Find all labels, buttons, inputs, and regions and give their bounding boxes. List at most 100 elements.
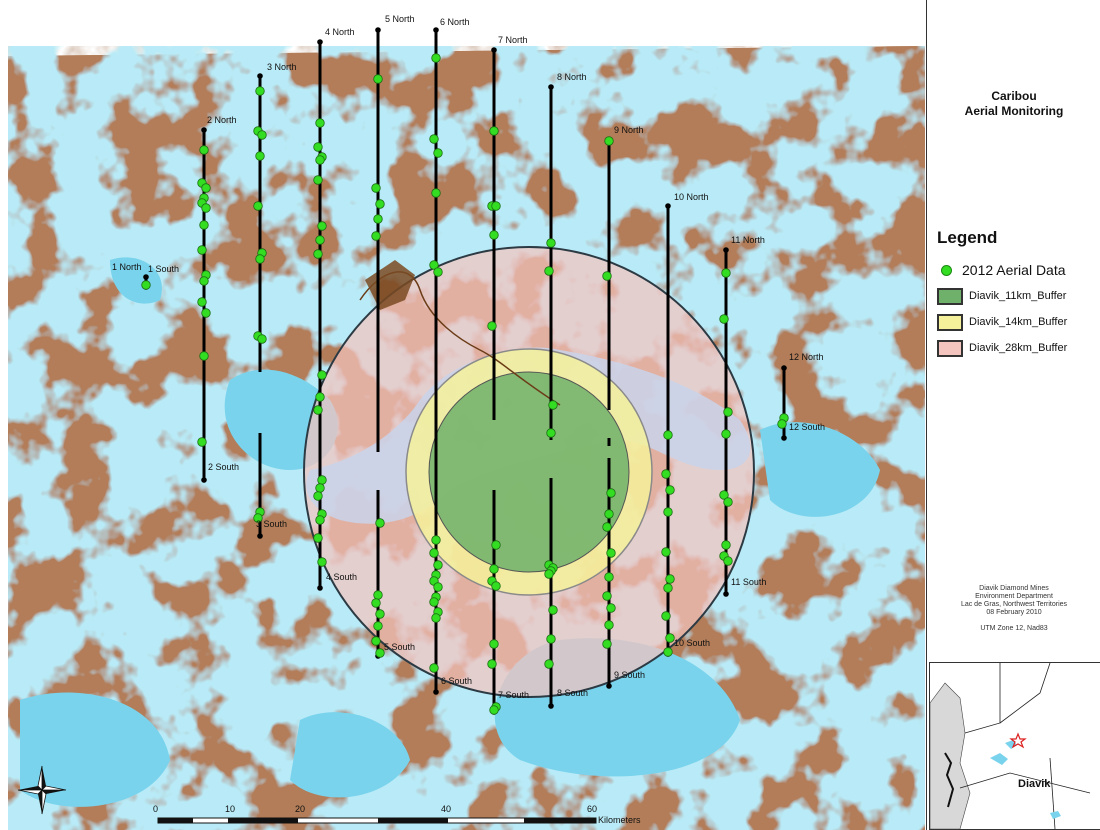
aerial-data-point[interactable] <box>661 547 671 557</box>
aerial-data-point[interactable] <box>546 428 556 438</box>
aerial-data-point[interactable] <box>199 351 209 361</box>
aerial-data-point[interactable] <box>315 235 325 245</box>
aerial-data-point[interactable] <box>433 148 443 158</box>
aerial-data-point[interactable] <box>665 574 675 584</box>
aerial-data-point[interactable] <box>604 509 614 519</box>
aerial-data-point[interactable] <box>431 613 441 623</box>
aerial-data-point[interactable] <box>313 405 323 415</box>
aerial-data-point[interactable] <box>491 540 501 550</box>
aerial-data-point[interactable] <box>665 485 675 495</box>
aerial-data-point[interactable] <box>602 522 612 532</box>
aerial-data-point[interactable] <box>604 620 614 630</box>
aerial-data-point[interactable] <box>371 598 381 608</box>
aerial-data-point[interactable] <box>663 507 673 517</box>
aerial-data-point[interactable] <box>431 188 441 198</box>
aerial-data-point[interactable] <box>544 659 554 669</box>
aerial-data-point[interactable] <box>253 513 263 523</box>
aerial-data-point[interactable] <box>197 245 207 255</box>
aerial-data-point[interactable] <box>604 136 614 146</box>
aerial-data-point[interactable] <box>661 611 671 621</box>
aerial-data-point[interactable] <box>315 483 325 493</box>
aerial-data-point[interactable] <box>429 548 439 558</box>
aerial-data-point[interactable] <box>546 238 556 248</box>
aerial-data-point[interactable] <box>489 230 499 240</box>
aerial-data-point[interactable] <box>606 603 616 613</box>
buffer-11km[interactable] <box>428 371 630 573</box>
aerial-data-point[interactable] <box>141 280 151 290</box>
aerial-data-point[interactable] <box>606 488 616 498</box>
aerial-data-point[interactable] <box>663 430 673 440</box>
aerial-data-point[interactable] <box>489 126 499 136</box>
aerial-data-point[interactable] <box>373 74 383 84</box>
aerial-data-point[interactable] <box>313 533 323 543</box>
aerial-data-point[interactable] <box>721 540 731 550</box>
aerial-data-point[interactable] <box>315 515 325 525</box>
aerial-data-point[interactable] <box>723 407 733 417</box>
map-canvas[interactable]: 1 North 1 South 2 North 2 South 3 North 3 Sou… <box>0 0 925 830</box>
aerial-data-point[interactable] <box>433 582 443 592</box>
aerial-data-point[interactable] <box>199 145 209 155</box>
aerial-data-point[interactable] <box>317 370 327 380</box>
aerial-data-point[interactable] <box>313 142 323 152</box>
aerial-data-point[interactable] <box>375 609 385 619</box>
aerial-data-point[interactable] <box>663 647 673 657</box>
aerial-data-point[interactable] <box>201 183 211 193</box>
aerial-data-point[interactable] <box>373 621 383 631</box>
aerial-data-point[interactable] <box>723 497 733 507</box>
aerial-data-point[interactable] <box>371 636 381 646</box>
aerial-data-point[interactable] <box>375 199 385 209</box>
aerial-data-point[interactable] <box>315 118 325 128</box>
aerial-data-point[interactable] <box>489 564 499 574</box>
aerial-data-point[interactable] <box>721 268 731 278</box>
aerial-data-point[interactable] <box>429 663 439 673</box>
aerial-data-point[interactable] <box>429 134 439 144</box>
aerial-data-point[interactable] <box>487 659 497 669</box>
aerial-data-point[interactable] <box>604 572 614 582</box>
aerial-data-point[interactable] <box>661 469 671 479</box>
aerial-data-point[interactable] <box>197 437 207 447</box>
aerial-data-point[interactable] <box>663 583 673 593</box>
aerial-data-point[interactable] <box>429 260 439 270</box>
aerial-data-point[interactable] <box>602 591 612 601</box>
aerial-data-point[interactable] <box>602 639 612 649</box>
aerial-data-point[interactable] <box>201 203 211 213</box>
aerial-data-point[interactable] <box>375 518 385 528</box>
aerial-data-point[interactable] <box>429 597 439 607</box>
aerial-data-point[interactable] <box>375 648 385 658</box>
aerial-data-point[interactable] <box>489 705 499 715</box>
aerial-data-point[interactable] <box>491 201 501 211</box>
aerial-data-point[interactable] <box>546 634 556 644</box>
aerial-data-point[interactable] <box>721 429 731 439</box>
aerial-data-point[interactable] <box>315 392 325 402</box>
aerial-data-point[interactable] <box>373 590 383 600</box>
aerial-data-point[interactable] <box>433 560 443 570</box>
aerial-data-point[interactable] <box>313 491 323 501</box>
aerial-data-point[interactable] <box>777 419 787 429</box>
aerial-data-point[interactable] <box>371 183 381 193</box>
aerial-data-point[interactable] <box>199 276 209 286</box>
aerial-data-point[interactable] <box>431 53 441 63</box>
aerial-data-point[interactable] <box>548 400 558 410</box>
aerial-data-point[interactable] <box>315 155 325 165</box>
aerial-data-point[interactable] <box>317 221 327 231</box>
aerial-data-point[interactable] <box>197 297 207 307</box>
aerial-data-point[interactable] <box>723 556 733 566</box>
aerial-data-point[interactable] <box>317 475 327 485</box>
aerial-data-point[interactable] <box>491 581 501 591</box>
aerial-data-point[interactable] <box>371 231 381 241</box>
aerial-data-point[interactable] <box>313 249 323 259</box>
aerial-data-point[interactable] <box>313 175 323 185</box>
aerial-data-point[interactable] <box>487 321 497 331</box>
map-view[interactable]: 1 North 1 South 2 North 2 South 3 North 3 Sou… <box>0 0 925 830</box>
aerial-data-point[interactable] <box>201 308 211 318</box>
aerial-data-point[interactable] <box>544 569 554 579</box>
aerial-data-point[interactable] <box>665 633 675 643</box>
aerial-data-point[interactable] <box>544 266 554 276</box>
aerial-data-point[interactable] <box>433 267 443 277</box>
aerial-data-point[interactable] <box>719 490 729 500</box>
aerial-data-point[interactable] <box>719 314 729 324</box>
aerial-data-point[interactable] <box>257 334 267 344</box>
aerial-data-point[interactable] <box>548 605 558 615</box>
aerial-data-point[interactable] <box>253 201 263 211</box>
aerial-data-point[interactable] <box>606 548 616 558</box>
